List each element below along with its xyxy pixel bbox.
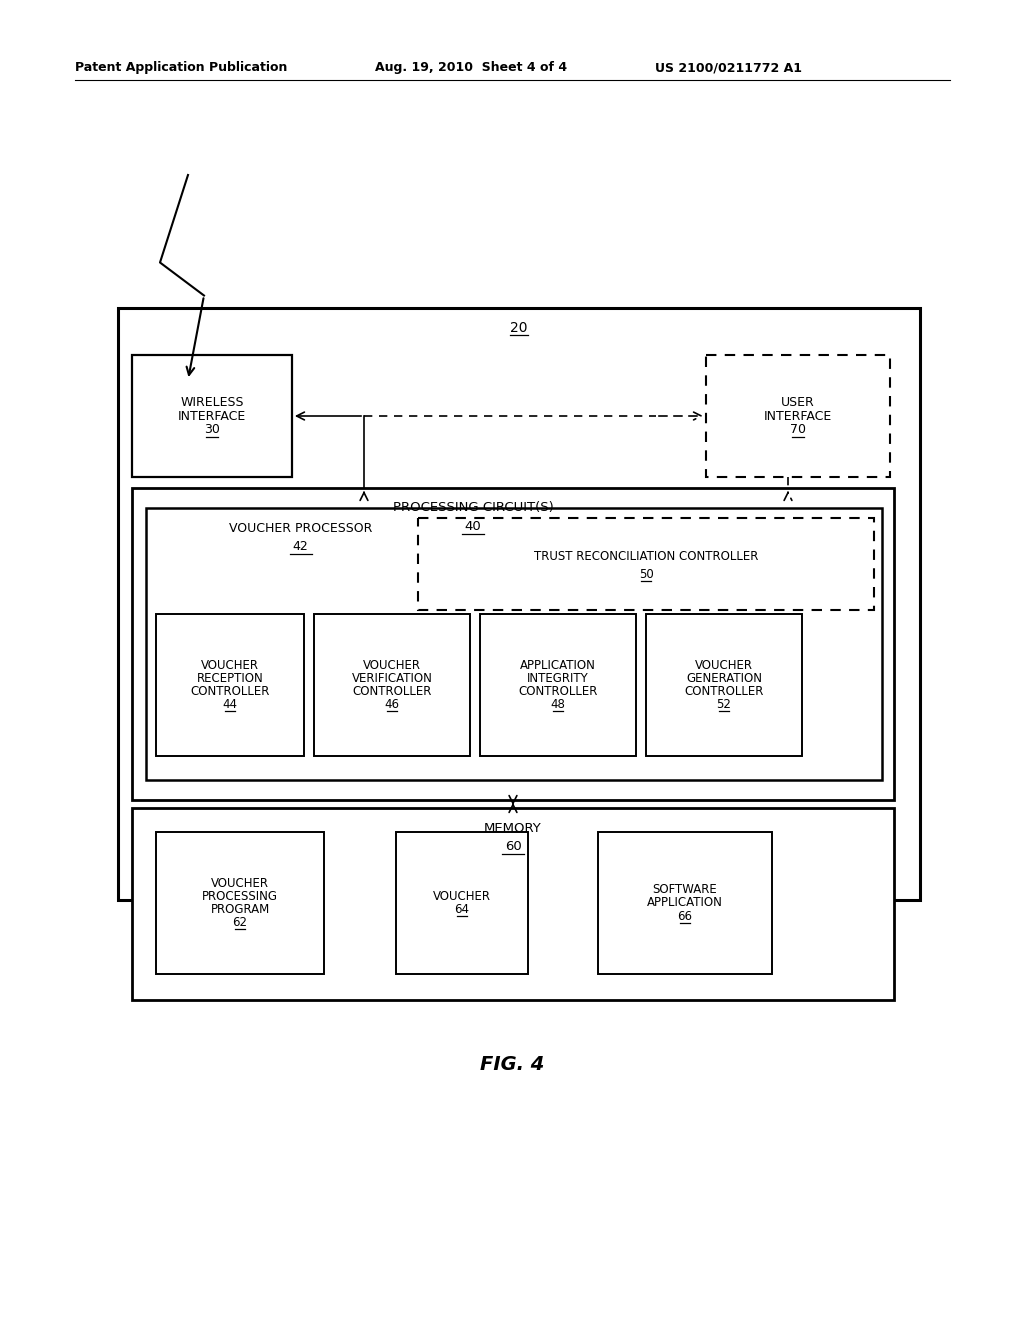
Text: INTEGRITY: INTEGRITY xyxy=(527,672,589,685)
Text: CONTROLLER: CONTROLLER xyxy=(352,685,432,698)
Bar xyxy=(156,614,304,756)
Bar xyxy=(314,614,470,756)
Text: 30: 30 xyxy=(204,424,220,437)
Text: APPLICATION: APPLICATION xyxy=(520,659,596,672)
Text: Aug. 19, 2010  Sheet 4 of 4: Aug. 19, 2010 Sheet 4 of 4 xyxy=(375,62,567,74)
Bar xyxy=(156,832,324,974)
Bar xyxy=(146,508,882,780)
Text: VOUCHER: VOUCHER xyxy=(201,659,259,672)
Text: CONTROLLER: CONTROLLER xyxy=(684,685,764,698)
Bar xyxy=(706,355,890,477)
Text: 62: 62 xyxy=(232,916,248,929)
Text: 64: 64 xyxy=(455,903,469,916)
Text: 60: 60 xyxy=(505,840,521,853)
Text: 44: 44 xyxy=(222,698,238,711)
Bar xyxy=(598,832,772,974)
Text: 70: 70 xyxy=(790,424,806,437)
Bar xyxy=(396,832,528,974)
Text: 46: 46 xyxy=(384,698,399,711)
Text: WIRELESS: WIRELESS xyxy=(180,396,244,409)
Text: PROCESSING: PROCESSING xyxy=(202,890,278,903)
Text: GENERATION: GENERATION xyxy=(686,672,762,685)
Text: MEMORY: MEMORY xyxy=(484,821,542,834)
Bar xyxy=(132,808,894,1001)
Text: 66: 66 xyxy=(678,909,692,923)
Text: 48: 48 xyxy=(551,698,565,711)
Bar xyxy=(118,308,920,900)
Text: PROCESSING CIRCUIT(S): PROCESSING CIRCUIT(S) xyxy=(392,502,553,515)
Text: USER: USER xyxy=(781,396,815,409)
Text: INTERFACE: INTERFACE xyxy=(178,409,246,422)
Bar xyxy=(132,355,292,477)
Text: 20: 20 xyxy=(510,321,527,335)
Text: 42: 42 xyxy=(293,540,308,553)
Text: PROGRAM: PROGRAM xyxy=(210,903,269,916)
Text: CONTROLLER: CONTROLLER xyxy=(518,685,598,698)
Bar xyxy=(132,488,894,800)
Text: Patent Application Publication: Patent Application Publication xyxy=(75,62,288,74)
Text: US 2100/0211772 A1: US 2100/0211772 A1 xyxy=(655,62,802,74)
Text: VERIFICATION: VERIFICATION xyxy=(351,672,432,685)
Text: VOUCHER: VOUCHER xyxy=(211,876,269,890)
Text: 50: 50 xyxy=(639,568,653,581)
Text: FIG. 4: FIG. 4 xyxy=(480,1056,544,1074)
Text: APPLICATION: APPLICATION xyxy=(647,896,723,909)
Bar xyxy=(480,614,636,756)
Text: RECEPTION: RECEPTION xyxy=(197,672,263,685)
Text: CONTROLLER: CONTROLLER xyxy=(190,685,269,698)
Text: 52: 52 xyxy=(717,698,731,711)
Bar xyxy=(646,614,802,756)
Bar xyxy=(418,517,874,610)
Text: VOUCHER PROCESSOR: VOUCHER PROCESSOR xyxy=(229,521,373,535)
Text: TRUST RECONCILIATION CONTROLLER: TRUST RECONCILIATION CONTROLLER xyxy=(534,549,758,562)
Text: INTERFACE: INTERFACE xyxy=(764,409,833,422)
Text: VOUCHER: VOUCHER xyxy=(433,890,490,903)
Text: VOUCHER: VOUCHER xyxy=(695,659,753,672)
Text: SOFTWARE: SOFTWARE xyxy=(652,883,718,896)
Text: VOUCHER: VOUCHER xyxy=(362,659,421,672)
Text: 40: 40 xyxy=(465,520,481,532)
